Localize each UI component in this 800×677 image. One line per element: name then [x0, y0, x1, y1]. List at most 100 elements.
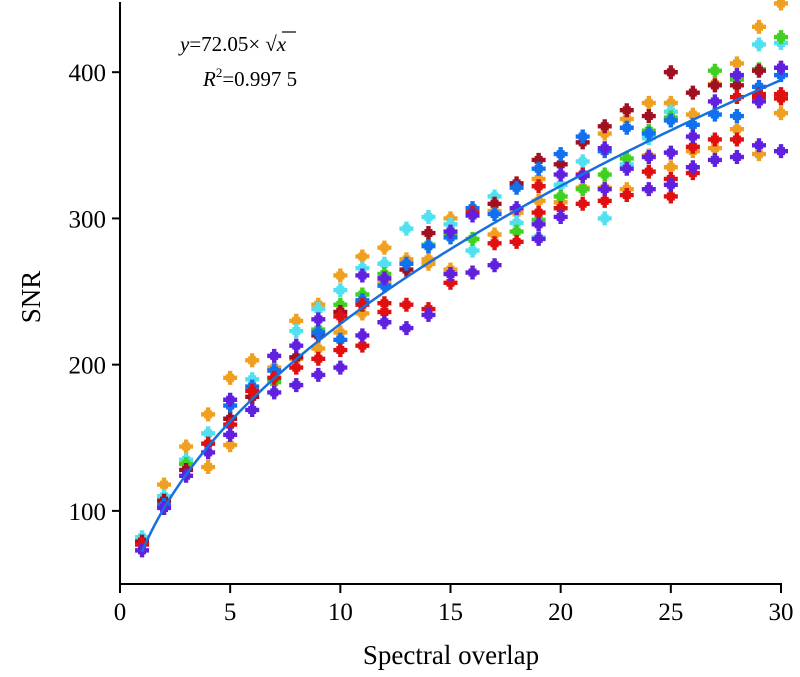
data-point	[685, 85, 700, 100]
data-point	[751, 138, 766, 153]
x-tick-label: 20	[548, 599, 573, 626]
data-point	[553, 147, 568, 162]
data-point	[377, 271, 392, 286]
data-point	[333, 332, 348, 347]
y-tick-label: 400	[69, 60, 107, 87]
x-axis-title: Spectral overlap	[363, 640, 539, 670]
series-violet	[135, 60, 788, 558]
data-point	[641, 109, 656, 124]
data-point	[223, 370, 238, 385]
data-point	[443, 275, 458, 290]
equation-coef: =72.05×	[189, 32, 260, 56]
data-point	[641, 126, 656, 141]
data-point	[751, 94, 766, 109]
data-point	[575, 154, 590, 169]
data-point	[729, 122, 744, 137]
data-point	[553, 201, 568, 216]
data-point	[421, 239, 436, 254]
data-point	[267, 385, 282, 400]
data-point	[707, 141, 722, 156]
data-point	[421, 307, 436, 322]
data-point	[663, 145, 678, 160]
data-point	[311, 302, 326, 317]
data-point	[201, 407, 216, 422]
data-point	[333, 283, 348, 298]
data-point	[355, 268, 370, 283]
data-point	[399, 297, 414, 312]
data-point	[487, 258, 502, 273]
series-red	[135, 87, 788, 552]
data-point	[443, 224, 458, 239]
data-point	[399, 321, 414, 336]
data-point	[553, 209, 568, 224]
y-tick-label: 200	[69, 353, 107, 380]
data-point	[729, 56, 744, 71]
data-point	[531, 179, 546, 194]
data-point	[774, 0, 788, 11]
data-point	[619, 103, 634, 118]
data-point	[465, 265, 480, 280]
data-point	[751, 19, 766, 34]
data-point	[707, 94, 722, 109]
x-tick-label: 30	[769, 599, 794, 626]
r-squared-value: =0.997 5	[222, 67, 297, 91]
data-point	[597, 193, 612, 208]
data-point	[774, 87, 788, 102]
data-point	[465, 208, 480, 223]
data-point	[355, 249, 370, 264]
data-point	[774, 30, 788, 45]
data-point	[531, 161, 546, 176]
data-point	[443, 266, 458, 281]
data-point	[223, 438, 238, 453]
data-point	[311, 351, 326, 366]
data-point	[774, 144, 788, 159]
data-point	[333, 268, 348, 283]
data-point	[597, 167, 612, 182]
data-point	[707, 132, 722, 147]
data-point	[685, 160, 700, 175]
y-tick-label: 300	[69, 206, 107, 233]
x-tick-label: 15	[438, 599, 463, 626]
data-point	[355, 297, 370, 312]
data-point	[201, 460, 216, 475]
data-point	[575, 182, 590, 197]
data-point	[509, 215, 524, 230]
x-axis-ticks: 0 5 10 15 20 25 30	[114, 584, 794, 626]
data-point	[729, 68, 744, 83]
data-point	[289, 360, 304, 375]
data-point	[663, 189, 678, 204]
data-point	[707, 78, 722, 93]
data-point	[289, 378, 304, 393]
data-point	[641, 150, 656, 165]
data-point	[774, 106, 788, 121]
data-point	[685, 139, 700, 154]
y-axis-title: SNR	[16, 271, 46, 324]
data-point	[355, 338, 370, 353]
data-point	[421, 209, 436, 224]
data-point	[223, 427, 238, 442]
equation-x: x	[276, 32, 287, 56]
data-point	[707, 63, 722, 78]
data-point	[333, 343, 348, 358]
data-point	[663, 65, 678, 80]
fit-curve	[140, 78, 782, 553]
data-point	[751, 147, 766, 162]
y-axis-ticks: 100 200 300 400	[69, 60, 120, 526]
data-point	[465, 231, 480, 246]
data-point	[531, 217, 546, 232]
data-point	[179, 439, 194, 454]
data-point	[619, 161, 634, 176]
data-point	[751, 37, 766, 52]
data-point	[223, 417, 238, 432]
data-point	[641, 164, 656, 179]
data-point	[245, 353, 260, 368]
data-point	[421, 226, 436, 241]
data-point	[377, 256, 392, 271]
data-point	[509, 234, 524, 249]
data-point	[597, 141, 612, 156]
sqrt-symbol: √	[265, 32, 277, 56]
data-point	[509, 224, 524, 239]
data-point	[465, 243, 480, 258]
data-point	[641, 95, 656, 110]
